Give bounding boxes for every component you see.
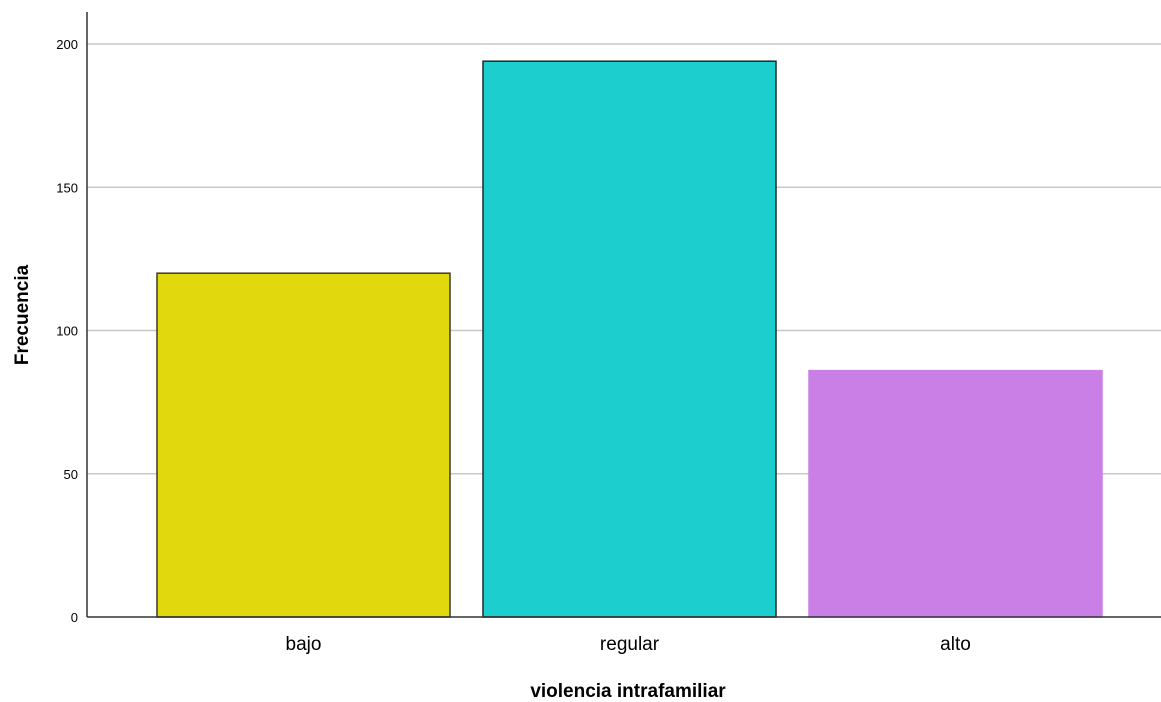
bar-alto bbox=[808, 369, 1103, 618]
y-tick-label: 150 bbox=[56, 180, 78, 195]
y-tick-label: 50 bbox=[64, 467, 78, 482]
y-tick-label: 100 bbox=[56, 324, 78, 339]
x-tick-label: regular bbox=[600, 634, 660, 655]
bars bbox=[156, 60, 1103, 618]
bar-regular bbox=[482, 60, 777, 618]
axes bbox=[86, 12, 1161, 618]
y-tick-label: 200 bbox=[56, 37, 78, 52]
x-axis-title: violencia intrafamiliar bbox=[530, 681, 726, 702]
x-tick-labels: bajo regular alto bbox=[286, 634, 971, 655]
y-tick-labels: 0 50 100 150 200 bbox=[56, 37, 78, 625]
bar-bajo bbox=[156, 272, 451, 618]
x-tick-label: bajo bbox=[286, 634, 322, 655]
x-tick-label: alto bbox=[940, 634, 971, 655]
y-axis-title: Frecuencia bbox=[12, 264, 33, 365]
y-tick-label: 0 bbox=[71, 610, 78, 625]
